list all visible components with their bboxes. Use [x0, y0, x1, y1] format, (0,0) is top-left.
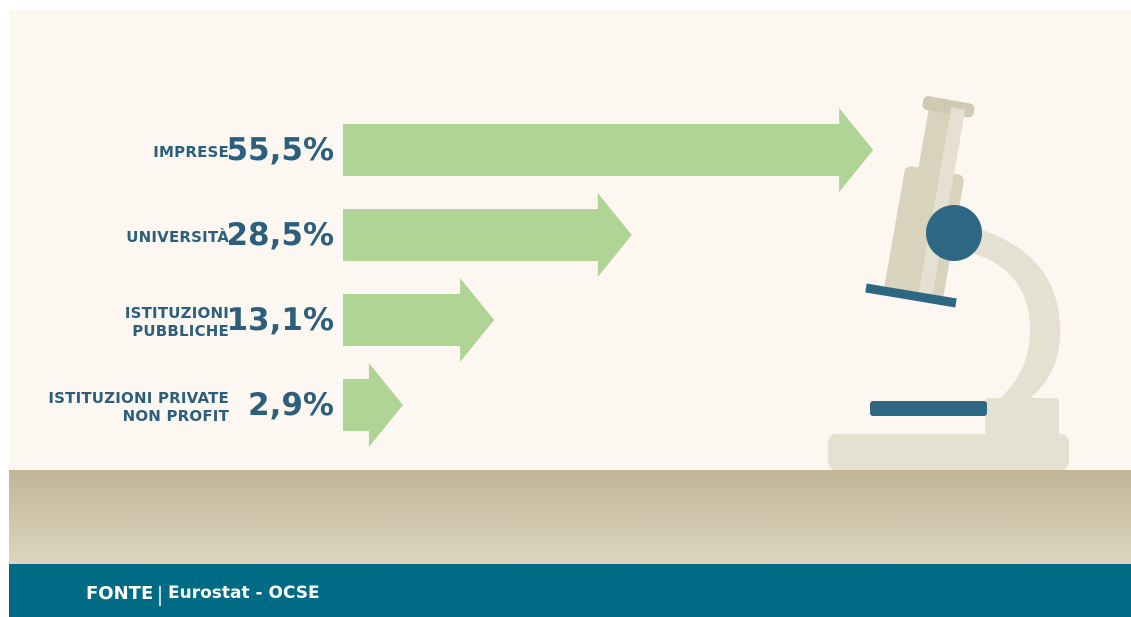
category-label: ISTITUZIONI PRIVATE NON PROFIT [48, 389, 229, 425]
value-label: 13,1% [226, 302, 334, 338]
arrow-bar [343, 193, 632, 277]
arrow-bar [343, 363, 403, 447]
value-label: 28,5% [226, 217, 334, 253]
category-label: UNIVERSITÀ [126, 228, 229, 246]
footer-bar [9, 564, 1131, 617]
arrow-bar [343, 278, 495, 362]
value-label: 2,9% [248, 387, 334, 423]
value-label: 55,5% [226, 132, 334, 168]
category-label: ISTITUZIONI PUBBLICHE [124, 304, 229, 340]
ground [9, 470, 1131, 564]
source-label: FONTE [86, 583, 154, 604]
microscope [828, 96, 1069, 470]
arrow-bar [343, 108, 874, 192]
source: Eurostat - OCSE [168, 583, 320, 603]
category-label: IMPRESE [153, 143, 229, 161]
